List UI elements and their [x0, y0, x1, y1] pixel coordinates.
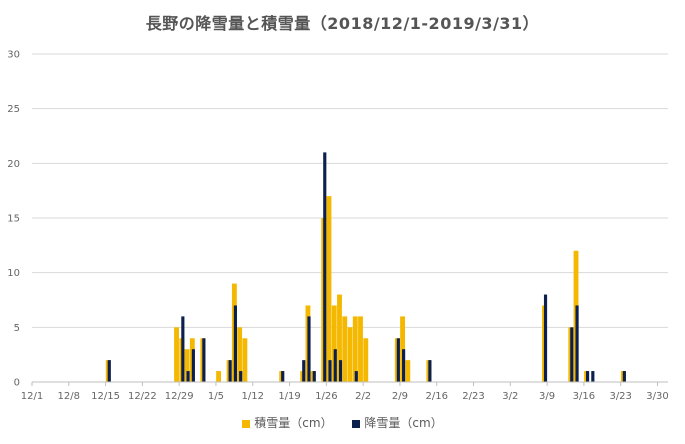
legend-label-snow-depth: 積雪量（cm） [254, 416, 333, 430]
bar-snowfall [233, 305, 237, 382]
x-tick-label: 12/15 [91, 391, 120, 402]
x-tick-label: 3/16 [573, 391, 595, 402]
x-tick-label: 2/16 [425, 391, 447, 402]
bar-snow-depth [242, 338, 248, 382]
x-tick-label: 2/9 [392, 391, 408, 402]
bar-snowfall [338, 360, 343, 382]
x-tick-label: 12/29 [165, 391, 194, 402]
y-tick-label: 20 [7, 159, 20, 170]
legend: 積雪量（cm） 降雪量（cm） [0, 414, 685, 431]
x-tick-label: 3/23 [609, 391, 631, 402]
bar-snow-depth [347, 327, 353, 382]
bar-snowfall [586, 371, 590, 382]
legend-item-snowfall: 降雪量（cm） [352, 414, 443, 431]
x-tick-label: 3/30 [646, 391, 668, 402]
bar-snowfall [191, 349, 195, 382]
y-tick-label: 25 [7, 104, 20, 115]
bar-snowfall [543, 294, 548, 382]
y-tick-label: 10 [7, 268, 20, 279]
bar-snowfall [202, 338, 206, 382]
bar-snowfall [302, 360, 306, 382]
bar-snowfall [591, 371, 595, 382]
bar-snowfall [228, 360, 232, 382]
legend-swatch-snowfall [352, 419, 361, 428]
bar-snow-depth [174, 327, 179, 382]
bar-snow-depth [405, 360, 411, 382]
bar-snowfall [181, 316, 185, 382]
bar-snowfall [354, 371, 358, 382]
x-tick-label: 2/2 [355, 391, 371, 402]
bar-snow-depth [342, 316, 348, 382]
x-tick-label: 1/26 [315, 391, 337, 402]
x-tick-label: 3/2 [502, 391, 518, 402]
bar-snowfall [402, 349, 406, 382]
x-tick-label: 12/8 [58, 391, 80, 402]
x-tick-label: 1/19 [278, 391, 300, 402]
bar-snowfall [186, 371, 190, 382]
chart-title: 長野の降雪量と積雪量（2018/12/1-2019/3/31） [145, 14, 540, 33]
y-tick-label: 5 [14, 323, 20, 334]
y-tick-label: 15 [7, 214, 20, 225]
bar-snowfall [281, 371, 285, 382]
legend-label-snowfall: 降雪量（cm） [364, 416, 443, 430]
y-tick-label: 30 [7, 50, 20, 61]
legend-swatch-snow-depth [242, 419, 251, 428]
bar-snow-depth [326, 196, 332, 382]
bar-snowfall [239, 371, 243, 382]
x-tick-label: 12/1 [21, 391, 43, 402]
bar-snow-depth [184, 349, 190, 382]
x-tick-label: 1/5 [208, 391, 224, 402]
x-tick-label: 3/9 [539, 391, 555, 402]
bar-snowfall [312, 371, 316, 382]
legend-item-snow-depth: 積雪量（cm） [242, 414, 333, 431]
bar-snow-depth [363, 338, 369, 382]
bar-snow-depth [358, 316, 363, 382]
bar-snowfall [575, 305, 579, 382]
bar-snow-depth [352, 316, 358, 382]
bar-snowfall [333, 349, 337, 382]
bar-snow-depth [337, 294, 342, 382]
x-tick-label: 12/22 [128, 391, 157, 402]
x-tick-label: 2/23 [462, 391, 484, 402]
bar-snowfall [107, 360, 111, 382]
bar-snowfall [396, 338, 400, 382]
x-tick-label: 1/12 [242, 391, 264, 402]
bar-snow-depth [237, 327, 243, 382]
bar-snow-depth [331, 305, 337, 382]
bar-snowfall [323, 152, 327, 382]
bar-snowfall [622, 371, 626, 382]
bar-snowfall [428, 360, 432, 382]
bar-snow-depth [216, 371, 222, 382]
y-tick-label: 0 [14, 378, 20, 389]
bar-snowfall [570, 327, 574, 382]
bar-snowfall [307, 316, 311, 382]
bar-snowfall [328, 360, 332, 382]
